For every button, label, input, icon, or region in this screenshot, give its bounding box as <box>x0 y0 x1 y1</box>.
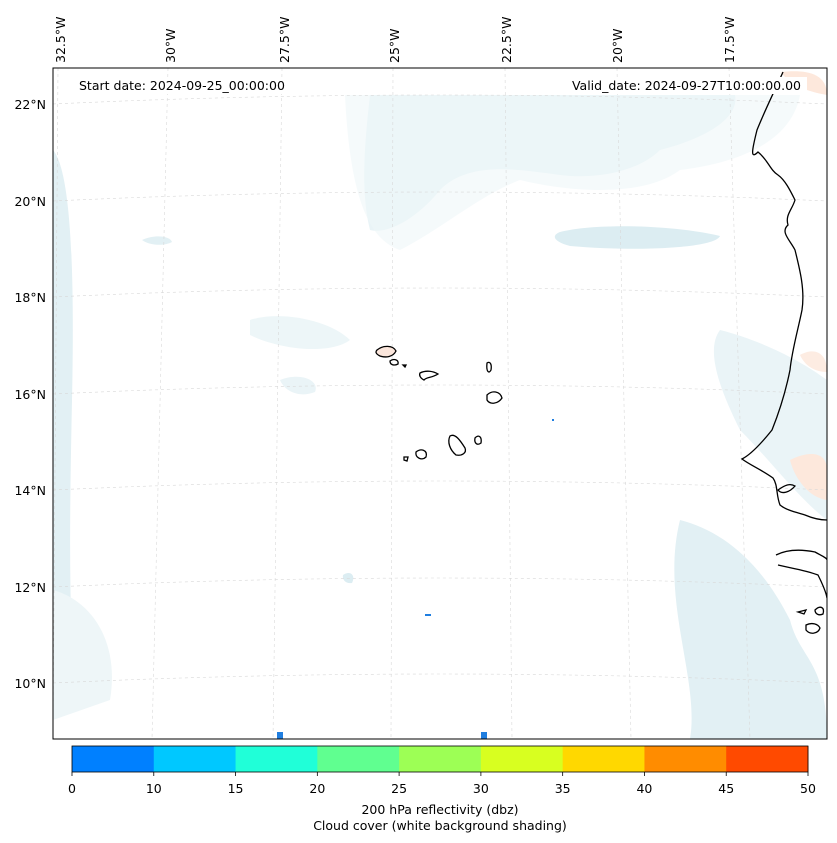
colorbar-tick-label: 10 <box>145 781 162 796</box>
colorbar-tick-label: 35 <box>554 781 571 796</box>
colorbar-tick-label: 20 <box>309 781 326 796</box>
lon-label-32-5w: 32.5°W <box>53 16 68 63</box>
colorbar-frame <box>71 745 809 773</box>
meridian-32-5w <box>53 68 59 739</box>
echo-bottom-1 <box>277 732 283 739</box>
echo-11n <box>425 614 431 616</box>
meridian-17-5w <box>728 68 751 739</box>
africa-coastline <box>740 71 827 521</box>
coastlines <box>375 71 827 634</box>
lat-label-10n: 10°N <box>14 676 46 691</box>
lat-label-22n: 22°N <box>14 97 46 112</box>
parallel-10n <box>53 673 827 684</box>
meridian-25w <box>390 68 394 739</box>
sao-vicente <box>389 358 399 366</box>
sao-nicolau <box>418 370 440 381</box>
parallel-14n <box>53 480 827 491</box>
colorbar-label-reflectivity: 200 hPa reflectivity (dbz) <box>361 802 519 817</box>
colorbar-tick-label: 25 <box>391 781 408 796</box>
cloud-cover-shading <box>53 71 827 739</box>
colorbar-segment <box>317 746 400 772</box>
cloud-patch-central <box>250 316 350 350</box>
colorbar-tick-label: 0 <box>68 781 76 796</box>
colorbar-tick-label: 50 <box>800 781 816 796</box>
colorbar-segment <box>480 746 564 772</box>
land-warm-shading-2 <box>800 351 827 372</box>
lon-label-30w: 30°W <box>163 28 178 63</box>
meridian-20w <box>616 68 632 739</box>
colorbar-segment <box>153 746 237 772</box>
parallel-18n <box>53 287 827 298</box>
colorbar-tick-label: 30 <box>472 781 489 796</box>
meridian-30w <box>151 68 169 739</box>
brava <box>403 456 409 462</box>
cloud-west-edge <box>53 150 75 700</box>
colorbar-segment <box>399 746 482 772</box>
echo-15n <box>552 419 554 421</box>
colorbar-segment <box>644 746 727 772</box>
fogo <box>415 449 427 460</box>
lat-label-20n: 20°N <box>14 194 46 209</box>
gridlines <box>53 68 827 739</box>
cloud-patch-12n <box>342 572 354 584</box>
cloud-southwest <box>53 590 112 720</box>
reflectivity-echoes <box>277 419 554 739</box>
bijagos-islands-1 <box>795 609 808 615</box>
colorbar-segment <box>726 746 809 772</box>
lat-label-12n: 12°N <box>14 580 46 595</box>
lon-label-25w: 25°W <box>387 28 402 63</box>
guinea-bissau-coast <box>775 549 827 599</box>
colorbar <box>71 745 809 776</box>
lat-label-18n: 18°N <box>14 290 46 305</box>
lon-label-20w: 20°W <box>610 28 625 63</box>
cloud-southeast <box>674 520 827 739</box>
parallel-12n <box>53 577 827 588</box>
cloud-patch-20n <box>554 226 720 249</box>
colorbar-segment <box>72 746 155 772</box>
lon-label-17-5w: 17.5°W <box>722 16 737 63</box>
parallel-20n <box>53 191 827 202</box>
colorbar-segment <box>562 746 645 772</box>
parallel-22n <box>53 94 827 105</box>
parallel-16n <box>53 384 827 395</box>
colorbar-segment <box>235 746 318 772</box>
cloud-band-north-light <box>345 95 800 250</box>
echo-bottom-2 <box>481 732 487 739</box>
sal <box>486 361 492 373</box>
land-warm-shading <box>790 454 827 500</box>
santiago <box>448 434 467 456</box>
valid-date-label: Valid_date: 2024-09-27T10:00:00.00 <box>565 77 807 94</box>
lon-label-22-5w: 22.5°W <box>499 16 514 63</box>
santo-antao <box>375 345 397 358</box>
boa-vista <box>486 391 503 404</box>
colorbar-tick-label: 40 <box>636 781 653 796</box>
colorbar-label-cloud-cover: Cloud cover (white background shading) <box>313 818 567 833</box>
lon-label-27-5w: 27.5°W <box>277 16 292 63</box>
santa-luzia <box>401 364 408 369</box>
lat-label-14n: 14°N <box>14 483 46 498</box>
cloud-patch-small <box>280 376 316 395</box>
cloud-patch-west-20n <box>142 236 172 245</box>
colorbar-tick-label: 15 <box>227 781 244 796</box>
lat-label-16n: 16°N <box>14 387 46 402</box>
gambia-outline <box>777 483 796 494</box>
start-date-label: Start date: 2024-09-25_00:00:00 <box>73 77 291 94</box>
map-frame <box>52 67 828 740</box>
bijagos-islands-2 <box>805 622 821 634</box>
bijagos-islands-3 <box>814 606 825 616</box>
meridian-27-5w <box>272 68 283 739</box>
colorbar-tick-label: 45 <box>718 781 735 796</box>
maio <box>474 435 482 445</box>
meridian-22-5w <box>504 68 513 739</box>
